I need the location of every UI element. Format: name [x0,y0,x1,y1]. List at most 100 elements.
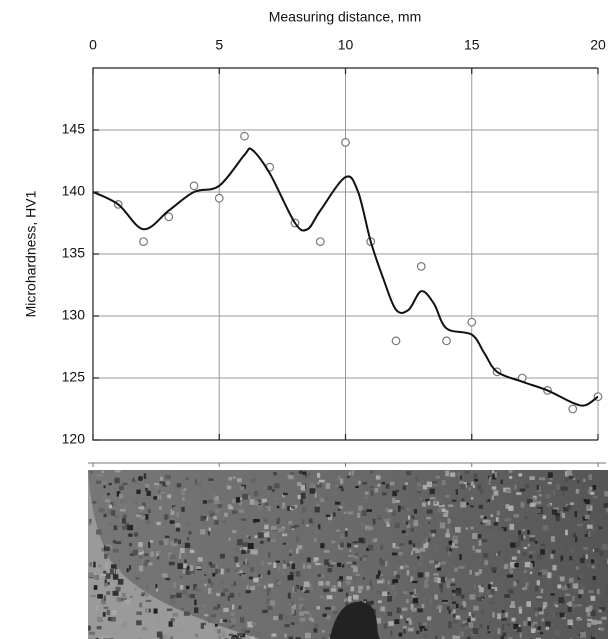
grain [170,541,174,545]
grain [272,533,277,540]
grain [269,636,275,639]
grain [546,503,551,507]
grain [496,510,501,516]
grain [170,594,175,599]
grain [139,555,143,559]
grain [253,491,258,497]
grain [439,565,442,570]
grain [480,515,484,519]
grain [377,580,383,584]
grain [115,470,121,473]
grain [441,561,446,565]
grain [185,569,190,574]
grain [295,548,299,554]
grain [580,557,585,564]
grain [217,582,220,586]
grain [234,548,241,553]
grain [309,584,313,591]
grain [185,585,190,590]
grain [94,575,100,580]
grain [513,514,519,518]
grain [105,573,111,579]
grain [399,593,405,599]
grain [371,584,374,591]
grain [560,576,565,582]
grain [258,574,261,577]
grain [206,571,211,576]
grain [523,620,527,627]
grain [208,478,214,481]
grain [587,622,592,628]
grain [182,530,186,533]
grain [158,489,161,493]
grain [239,547,243,552]
grain [393,570,398,576]
grain [184,559,187,565]
grain [594,548,600,553]
grain [332,585,337,588]
grain [129,553,136,556]
grain [144,514,149,520]
grain [572,583,579,589]
grain [302,606,305,610]
grain [324,595,327,599]
grain [104,553,108,559]
grain [264,524,269,530]
grain [353,555,359,559]
grain [439,608,442,613]
grain [538,494,542,497]
grain [376,590,382,594]
grain [429,488,435,495]
grain [555,611,559,616]
grain [112,548,119,553]
grain [298,470,303,474]
grain [537,555,542,560]
grain [492,474,497,480]
grain [217,603,221,609]
grain [316,482,320,485]
grain [536,596,542,599]
grain [338,508,341,511]
grain [253,577,259,583]
grain [443,512,449,518]
grain [237,478,242,483]
grain [200,529,206,535]
grain [368,544,374,551]
grain [438,506,444,513]
grain [382,578,385,584]
grain [597,588,600,595]
grain [501,610,505,613]
grain [105,582,110,585]
grain [435,635,438,639]
grain [569,555,573,561]
grain [210,581,213,587]
grain [385,560,388,567]
grain [144,592,149,597]
grain [120,598,124,601]
grain [330,562,337,565]
grain [416,482,422,487]
grain [358,585,363,590]
grain [245,558,248,565]
grain [96,529,102,535]
grain [143,473,147,480]
grain [453,611,456,618]
grain [101,619,104,623]
grain [93,561,96,568]
grain [544,493,551,499]
grain [106,609,110,616]
grain [214,496,219,501]
grain [267,551,271,558]
grain [527,499,533,504]
grain [231,498,237,504]
grain [358,480,361,485]
grain [432,483,438,486]
grain [470,526,474,530]
grain [317,574,322,577]
grain [114,515,119,518]
grain [220,581,224,585]
grain [352,594,359,600]
grain [468,487,471,491]
grain [238,509,244,513]
grain [172,506,178,512]
